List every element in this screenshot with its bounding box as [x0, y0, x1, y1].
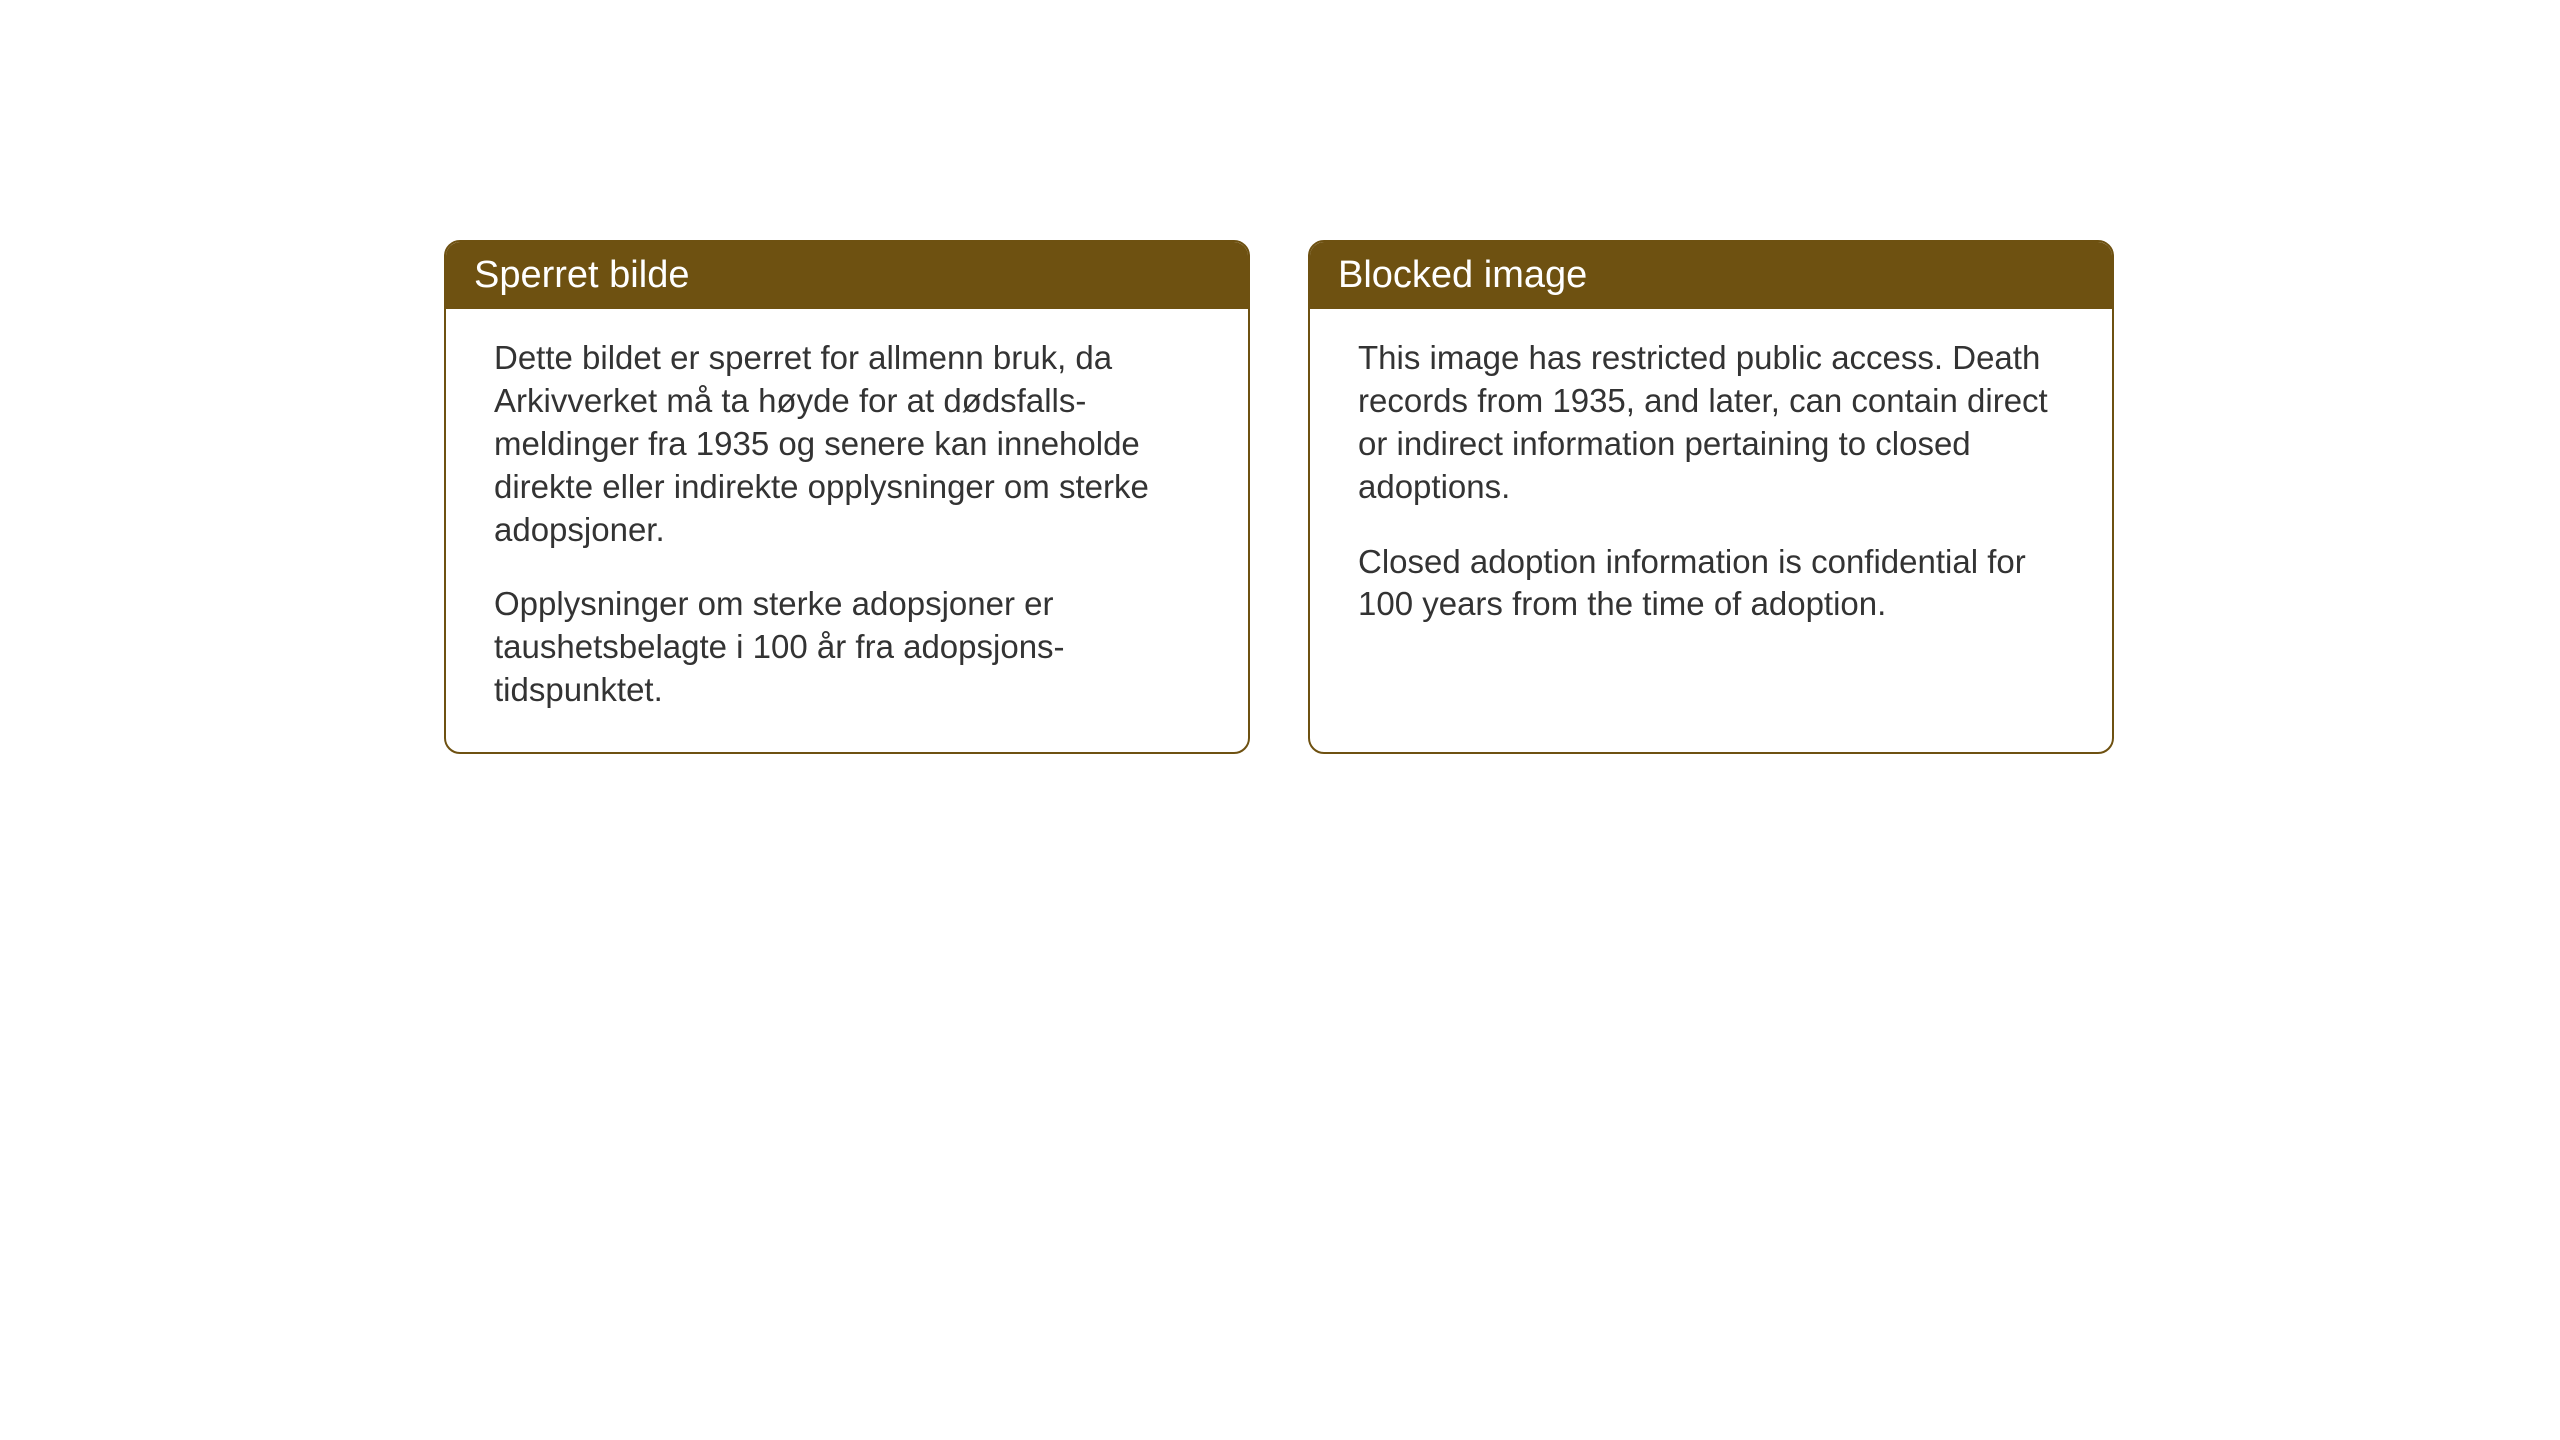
card-body-english: This image has restricted public access.… — [1310, 309, 2112, 729]
card-title-english: Blocked image — [1338, 254, 1587, 296]
card-paragraph-2-norwegian: Opplysninger om sterke adopsjoner er tau… — [494, 583, 1200, 712]
cards-container: Sperret bilde Dette bildet er sperret fo… — [444, 240, 2114, 754]
card-title-norwegian: Sperret bilde — [474, 254, 689, 296]
card-norwegian: Sperret bilde Dette bildet er sperret fo… — [444, 240, 1250, 754]
card-paragraph-2-english: Closed adoption information is confident… — [1358, 541, 2064, 627]
card-paragraph-1-norwegian: Dette bildet er sperret for allmenn bruk… — [494, 337, 1200, 551]
card-body-norwegian: Dette bildet er sperret for allmenn bruk… — [446, 309, 1248, 752]
card-header-english: Blocked image — [1310, 242, 2112, 309]
card-english: Blocked image This image has restricted … — [1308, 240, 2114, 754]
card-header-norwegian: Sperret bilde — [446, 242, 1248, 309]
card-paragraph-1-english: This image has restricted public access.… — [1358, 337, 2064, 509]
